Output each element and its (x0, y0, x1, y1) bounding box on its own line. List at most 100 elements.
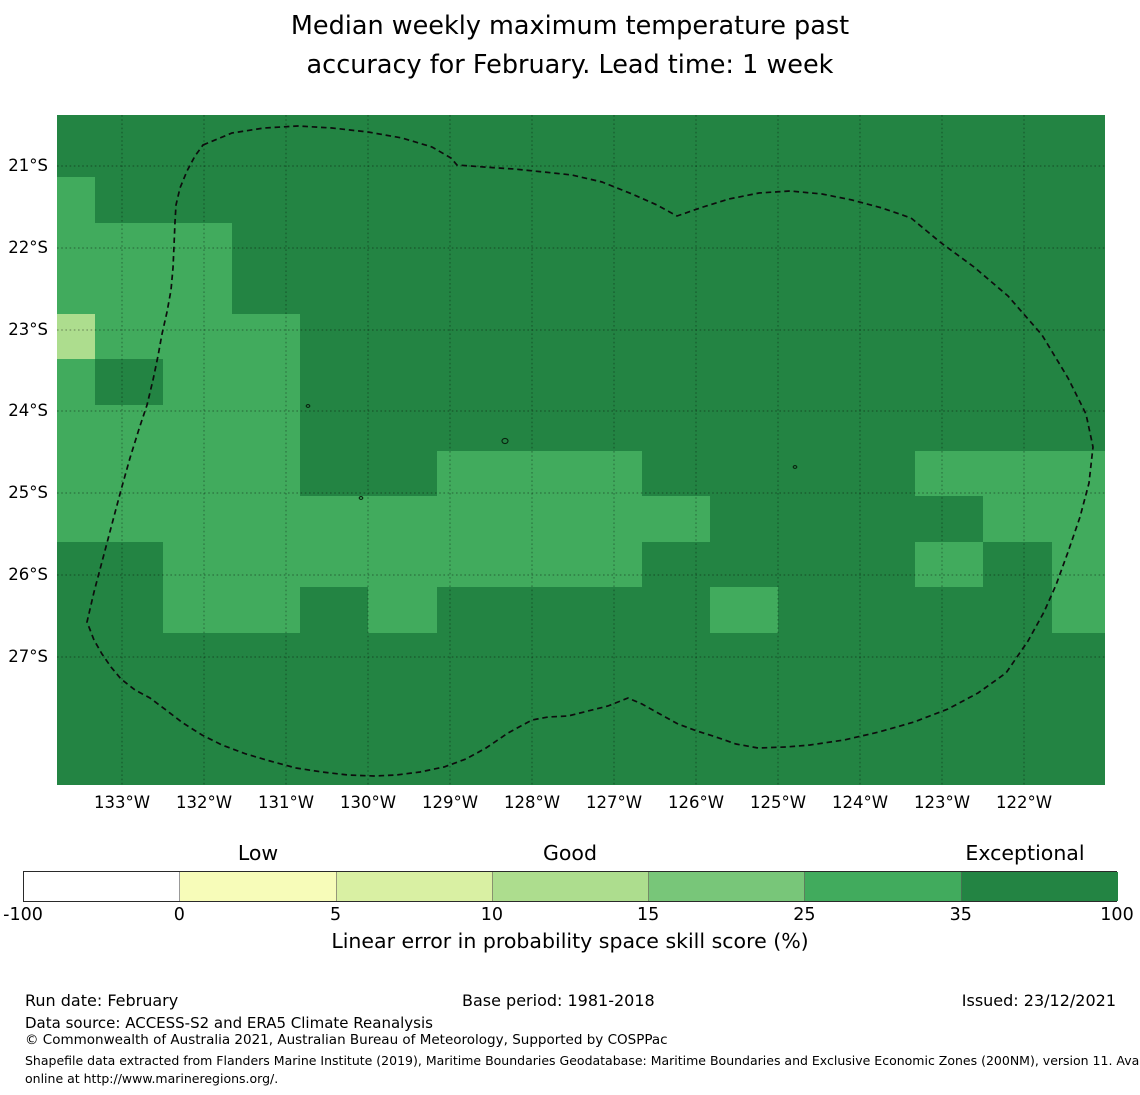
grid-cell (95, 359, 164, 406)
colorbar-tick-label: -100 (3, 905, 43, 925)
grid-cell (915, 633, 984, 680)
grid-cell (847, 633, 916, 680)
island-outline (305, 404, 311, 408)
colorbar-tick-label: 5 (329, 905, 342, 925)
grid-cell (505, 177, 574, 224)
grid-cell (163, 770, 233, 785)
grid-cell (368, 115, 438, 132)
grid-cell (232, 496, 301, 543)
grid-cell (710, 405, 779, 452)
grid-cell (778, 314, 848, 360)
grid-cell (1052, 115, 1105, 132)
grid-cell (915, 314, 984, 360)
grid-cell (368, 268, 438, 315)
grid-cell (300, 633, 369, 680)
grid-cell (573, 131, 643, 178)
grid-cell (573, 359, 643, 406)
grid-cell (95, 633, 164, 680)
grid-cell (983, 177, 1053, 224)
grid-cell (847, 542, 916, 588)
grid-cell (95, 131, 164, 178)
grid-cell (573, 115, 643, 132)
grid-cell (573, 177, 643, 224)
grid-cell (95, 177, 164, 224)
colorbar-tick-label: 35 (949, 905, 972, 925)
grid-cell (300, 587, 369, 634)
y-tick-label: 25°S (8, 483, 48, 503)
grid-cell (915, 496, 984, 543)
map-overlay (57, 115, 1105, 785)
grid-cell (95, 770, 164, 785)
x-tick-label: 131°W (257, 793, 315, 812)
grid-cell (437, 496, 506, 543)
grid-cell (983, 314, 1053, 360)
grid-cell (1052, 633, 1105, 680)
grid-cell (915, 115, 984, 132)
grid-cell (710, 770, 779, 785)
grid-cell (1052, 223, 1105, 269)
grid-cell (437, 115, 506, 132)
footer-shapefile-line-2: online at http://www.marineregions.org/. (25, 1071, 279, 1086)
grid-cell (505, 542, 574, 588)
grid-cell (437, 724, 506, 771)
grid-cell (300, 223, 369, 269)
grid-cell (642, 679, 711, 725)
grid-cell (778, 115, 848, 132)
grid-cell (232, 542, 301, 588)
grid-cell (778, 131, 848, 178)
x-tick-label: 128°W (503, 793, 561, 812)
grid-cell (573, 223, 643, 269)
grid-cell (368, 633, 438, 680)
grid-cell (232, 679, 301, 725)
grid-cell (95, 587, 164, 634)
grid-cell (642, 633, 711, 680)
grid-cell (983, 451, 1053, 497)
colorbar-segment (180, 872, 337, 901)
grid-cell (57, 359, 96, 406)
grid-cell (1052, 679, 1105, 725)
colorbar-tick-label: 0 (173, 905, 185, 925)
footer-issued: Issued: 23/12/2021 (961, 991, 1116, 1010)
island-outline (358, 496, 364, 500)
grid-cell (1052, 587, 1105, 634)
grid-cell (983, 587, 1053, 634)
grid-cell (778, 724, 848, 771)
x-tick-label: 133°W (93, 793, 151, 812)
grid-cell (300, 679, 369, 725)
colorbar (23, 871, 1118, 902)
grid-cell (847, 451, 916, 497)
grid-cell (368, 587, 438, 634)
grid-cell (163, 679, 233, 725)
x-tick-label: 126°W (667, 793, 725, 812)
grid-cell (57, 451, 96, 497)
grid-cell (642, 451, 711, 497)
grid-cell (437, 131, 506, 178)
grid-cell (710, 496, 779, 543)
grid-cell (368, 314, 438, 360)
figure-title-line-1: Median weekly maximum temperature past (290, 11, 850, 41)
figure-title-line-2: accuracy for February. Lead time: 1 week (306, 50, 834, 80)
grid-cell (915, 177, 984, 224)
grid-cell (778, 679, 848, 725)
grid-cell (778, 359, 848, 406)
grid-cell (232, 724, 301, 771)
y-tick-label: 24°S (8, 401, 48, 421)
grid-cell (505, 405, 574, 452)
colorbar-tick-label: 15 (637, 905, 660, 925)
grid-cell (983, 359, 1053, 406)
y-tick-label: 26°S (8, 565, 48, 585)
grid-cell (1052, 177, 1105, 224)
grid-cell (505, 451, 574, 497)
grid-cell (505, 770, 574, 785)
grid-cell (368, 770, 438, 785)
grid-cell (778, 587, 848, 634)
grid-cell (232, 633, 301, 680)
colorbar-tick-label: 25 (793, 905, 816, 925)
grid-cell (642, 131, 711, 178)
grid-cell (778, 223, 848, 269)
grid-cell (368, 679, 438, 725)
grid-cell (983, 770, 1053, 785)
grid-cell (95, 115, 164, 132)
grid-cell (95, 223, 164, 269)
grid-cell (57, 115, 96, 132)
